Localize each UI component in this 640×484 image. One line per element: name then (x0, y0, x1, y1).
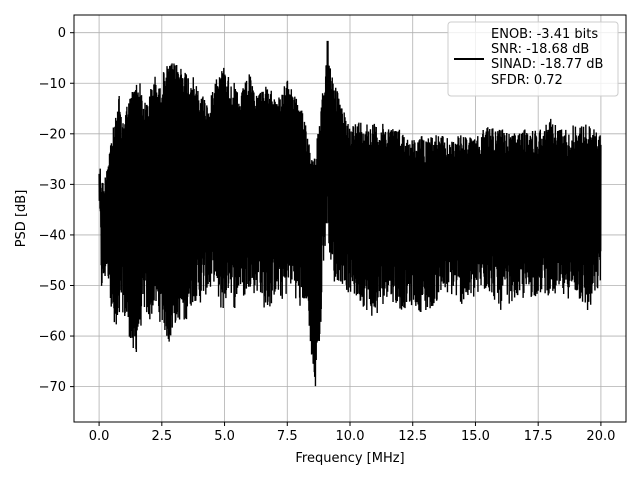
legend: ENOB: -3.41 bits SNR: -18.68 dB SINAD: -… (447, 21, 619, 97)
legend-line-sinad: SINAD: -18.77 dB (491, 57, 603, 72)
x-axis-label: Frequency [MHz] (295, 451, 404, 466)
x-tick-label: 12.5 (398, 429, 427, 444)
legend-box (447, 21, 619, 97)
x-tick-label: 7.5 (277, 429, 298, 444)
x-tick-label: 15.0 (461, 429, 490, 444)
y-tick-label: −70 (39, 380, 66, 395)
y-axis-ticks: 0 −10 −20 −30 −40 −50 −60 −70 (39, 26, 74, 395)
psd-trace (98, 40, 602, 387)
y-tick-label: 0 (58, 26, 66, 41)
y-tick-label: −40 (39, 228, 66, 243)
psd-series-line (98, 40, 602, 387)
y-axis-label: PSD [dB] (14, 190, 29, 248)
y-tick-label: −50 (39, 279, 66, 294)
y-tick-label: −10 (39, 77, 66, 92)
x-tick-label: 20.0 (586, 429, 615, 444)
x-tick-label: 10.0 (336, 429, 365, 444)
legend-line-enob: ENOB: -3.41 bits (491, 27, 598, 42)
y-tick-label: −60 (39, 330, 66, 345)
x-axis-ticks: 0.0 2.5 5.0 7.5 10.0 12.5 15.0 17.5 20.0 (89, 422, 615, 444)
x-tick-label: 2.5 (151, 429, 172, 444)
x-tick-label: 5.0 (214, 429, 235, 444)
y-tick-label: −20 (39, 127, 66, 142)
y-tick-label: −30 (39, 178, 66, 193)
x-tick-label: 0.0 (89, 429, 110, 444)
x-tick-label: 17.5 (524, 429, 553, 444)
legend-line-snr: SNR: -18.68 dB (491, 42, 589, 57)
legend-line-sfdr: SFDR: 0.72 (491, 73, 563, 88)
